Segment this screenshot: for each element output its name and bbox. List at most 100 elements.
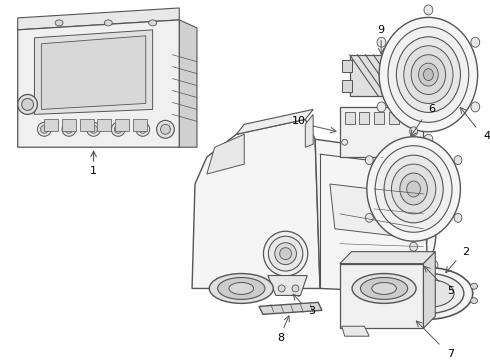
Ellipse shape [330, 197, 339, 207]
Polygon shape [41, 36, 146, 109]
Ellipse shape [366, 213, 373, 222]
Ellipse shape [269, 236, 303, 271]
Ellipse shape [376, 225, 392, 243]
Text: 3: 3 [308, 306, 315, 316]
Bar [44, 120, 58, 131]
Polygon shape [207, 134, 244, 174]
Text: 6: 6 [428, 104, 435, 114]
Ellipse shape [330, 260, 339, 270]
Bar [374, 112, 384, 124]
Ellipse shape [375, 146, 452, 232]
Ellipse shape [114, 125, 122, 133]
Ellipse shape [377, 37, 386, 47]
Text: 7: 7 [447, 349, 455, 359]
Bar [115, 120, 129, 131]
Ellipse shape [275, 243, 296, 265]
Polygon shape [342, 326, 369, 336]
Text: 1: 1 [90, 166, 97, 176]
Ellipse shape [470, 298, 477, 303]
Ellipse shape [429, 260, 438, 270]
Bar [360, 112, 369, 124]
Ellipse shape [380, 292, 389, 301]
Bar [344, 112, 355, 124]
Ellipse shape [384, 267, 473, 319]
Ellipse shape [400, 173, 427, 205]
Text: 8: 8 [277, 333, 284, 343]
Ellipse shape [361, 278, 408, 300]
Bar [349, 55, 414, 96]
Ellipse shape [372, 283, 396, 294]
Ellipse shape [209, 274, 273, 303]
Ellipse shape [40, 125, 48, 133]
Ellipse shape [87, 122, 100, 136]
Ellipse shape [229, 283, 254, 294]
Bar [412, 80, 421, 91]
Polygon shape [18, 8, 179, 30]
Polygon shape [305, 114, 313, 147]
Ellipse shape [407, 181, 420, 197]
Ellipse shape [111, 122, 125, 136]
Polygon shape [179, 20, 197, 147]
Ellipse shape [351, 197, 417, 271]
Ellipse shape [368, 216, 400, 251]
Ellipse shape [136, 122, 149, 136]
Ellipse shape [404, 46, 453, 103]
Ellipse shape [410, 127, 417, 136]
Bar [62, 120, 76, 131]
Ellipse shape [37, 122, 51, 136]
Ellipse shape [352, 274, 416, 303]
Polygon shape [18, 20, 179, 147]
Polygon shape [236, 109, 313, 134]
Ellipse shape [410, 242, 417, 251]
Ellipse shape [366, 156, 373, 165]
Ellipse shape [379, 17, 478, 132]
Ellipse shape [454, 213, 462, 222]
Polygon shape [340, 252, 435, 264]
Polygon shape [340, 264, 423, 328]
Ellipse shape [424, 5, 433, 15]
Ellipse shape [264, 231, 308, 276]
Text: 4: 4 [484, 131, 490, 141]
Polygon shape [259, 302, 322, 314]
Ellipse shape [377, 102, 386, 112]
Bar [342, 60, 352, 72]
Ellipse shape [161, 124, 171, 134]
Ellipse shape [90, 125, 98, 133]
Ellipse shape [367, 137, 461, 241]
Ellipse shape [104, 20, 112, 26]
Polygon shape [315, 139, 428, 293]
Polygon shape [34, 30, 153, 114]
Bar [389, 112, 399, 124]
Ellipse shape [65, 125, 73, 133]
Ellipse shape [280, 248, 292, 260]
Ellipse shape [139, 125, 147, 133]
Ellipse shape [332, 176, 436, 291]
Ellipse shape [55, 20, 63, 26]
Text: 9: 9 [378, 25, 385, 35]
Bar [342, 80, 352, 91]
Ellipse shape [148, 20, 157, 26]
Ellipse shape [423, 69, 433, 81]
Ellipse shape [418, 63, 438, 86]
Ellipse shape [403, 279, 454, 307]
Ellipse shape [22, 99, 33, 111]
Ellipse shape [392, 164, 436, 214]
Ellipse shape [396, 37, 461, 112]
Bar [412, 60, 421, 72]
Text: 10: 10 [292, 116, 305, 126]
Ellipse shape [384, 155, 443, 223]
Ellipse shape [157, 120, 174, 138]
Text: 5: 5 [447, 287, 455, 296]
Ellipse shape [18, 94, 37, 114]
Ellipse shape [341, 185, 427, 282]
Ellipse shape [218, 278, 265, 300]
Ellipse shape [470, 283, 477, 289]
Polygon shape [330, 184, 418, 239]
Ellipse shape [411, 55, 445, 94]
Bar [404, 112, 414, 124]
Ellipse shape [278, 285, 285, 292]
Ellipse shape [360, 206, 409, 262]
Ellipse shape [393, 274, 464, 313]
Ellipse shape [416, 139, 421, 145]
Bar [98, 120, 111, 131]
